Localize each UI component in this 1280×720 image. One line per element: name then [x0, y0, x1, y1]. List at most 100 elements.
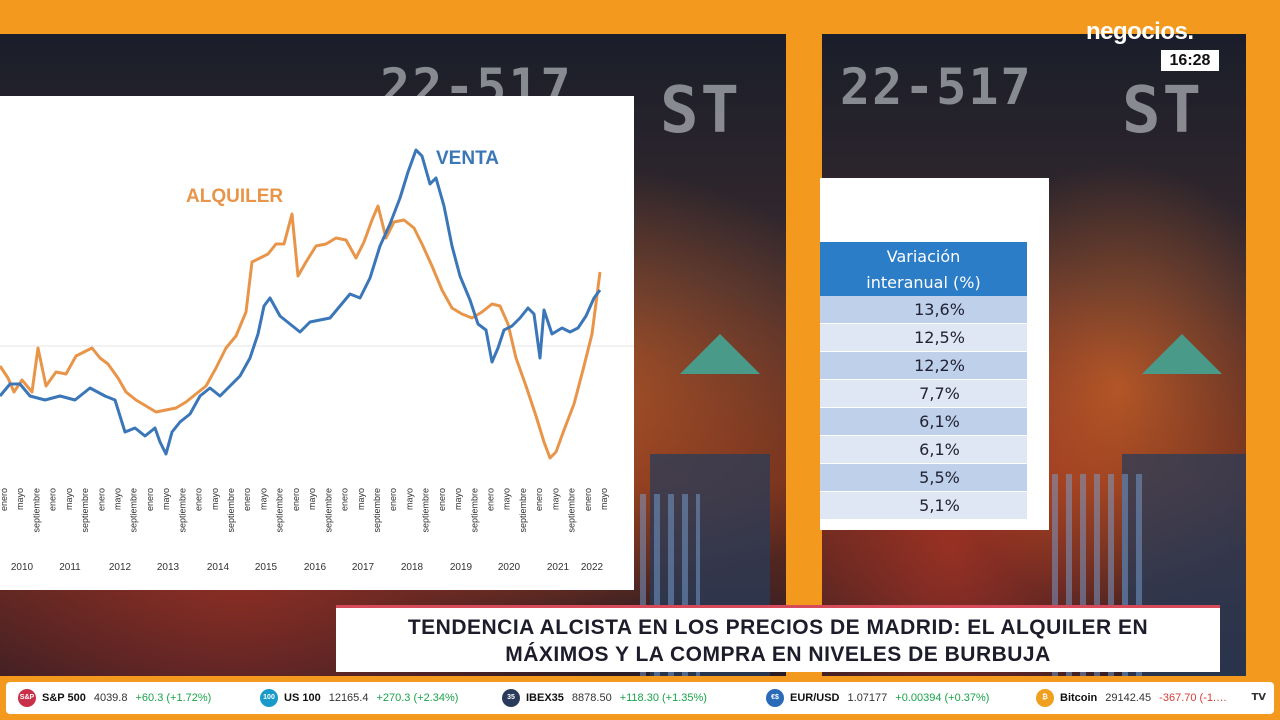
- x-tick-label: septiembre: [372, 488, 382, 533]
- variation-table-row: 5,1%: [852, 492, 1027, 519]
- background-sign-graphic: ST: [660, 74, 742, 148]
- x-tick-label: septiembre: [177, 488, 187, 533]
- ticker-value: 29142.45: [1105, 692, 1152, 704]
- clock: 16:28: [1161, 50, 1219, 71]
- x-tick-label: mayo: [113, 488, 123, 510]
- ticker-symbol-icon: 35: [502, 689, 520, 708]
- year-label: 2014: [207, 562, 230, 573]
- x-tick-label: mayo: [15, 488, 25, 510]
- ticker-change: +118.30 (+1.35%): [619, 692, 707, 704]
- table-row-spacer: [820, 408, 852, 435]
- ticker-change: -367.70 (-1.…: [1159, 692, 1228, 704]
- background-sign-graphic: ST: [1122, 74, 1204, 148]
- ticker-name: IBEX35: [526, 692, 564, 704]
- table-row-spacer: [820, 296, 852, 323]
- year-label: 2020: [498, 562, 521, 573]
- year-label: 2022: [581, 562, 604, 573]
- ticker-value: 1.07177: [847, 692, 888, 704]
- x-tick-label: enero: [194, 488, 204, 511]
- x-tick-label: enero: [534, 488, 544, 511]
- x-tick-label: septiembre: [80, 488, 90, 533]
- tradingview-icon: TV: [1251, 692, 1266, 703]
- x-tick-label: mayo: [258, 488, 268, 510]
- x-tick-label: enero: [48, 488, 58, 511]
- ticker-name: US 100: [284, 692, 321, 704]
- x-tick-label: enero: [583, 488, 593, 511]
- table-row-spacer: [820, 380, 852, 407]
- background-building-roof: [1142, 334, 1222, 374]
- variation-table-row: 12,5%: [852, 324, 1027, 351]
- ticker-item[interactable]: 100 US 100 12165.4 +270.3 (+2.34%): [260, 682, 458, 714]
- background-ticker-graphic: 22-517: [840, 58, 1033, 116]
- x-tick-label: mayo: [210, 488, 220, 510]
- x-tick-label: mayo: [161, 488, 171, 510]
- x-tick-label: enero: [291, 488, 301, 511]
- x-tick-label: septiembre: [518, 488, 528, 533]
- x-tick-label: mayo: [404, 488, 414, 510]
- ticker-value: 8878.50: [571, 692, 612, 704]
- x-tick-label: enero: [388, 488, 398, 511]
- year-label: 2013: [157, 562, 180, 573]
- variation-table-header-line2: interanual (%): [866, 273, 981, 292]
- year-label: 2021: [547, 562, 570, 573]
- x-tick-label: mayo: [599, 488, 609, 510]
- ticker-symbol-icon: €$: [766, 689, 784, 708]
- headline-banner: TENDENCIA ALCISTA EN LOS PRECIOS DE MADR…: [336, 605, 1220, 672]
- year-label: 2019: [450, 562, 473, 573]
- x-tick-label: enero: [96, 488, 106, 511]
- ticker-value: 12165.4: [328, 692, 369, 704]
- x-tick-label: septiembre: [421, 488, 431, 533]
- ticker-item[interactable]: €$ EUR/USD 1.07177 +0.00394 (+0.37%): [766, 682, 989, 714]
- ticker-item[interactable]: 35 IBEX35 8878.50 +118.30 (+1.35%): [502, 682, 707, 714]
- x-tick-label: enero: [340, 488, 350, 511]
- table-row-spacer: [820, 436, 852, 463]
- variation-table-row: 7,7%: [852, 380, 1027, 407]
- year-label: 2018: [401, 562, 424, 573]
- x-tick-label: mayo: [550, 488, 560, 510]
- ticker-name: Bitcoin: [1060, 692, 1098, 704]
- variation-table: Variación interanual (%) 13,6% 12,5% 12,2%…: [820, 178, 1049, 530]
- venta-series-line: [0, 148, 602, 456]
- ticker-symbol-icon: 100: [260, 689, 278, 708]
- x-tick-label: mayo: [307, 488, 317, 510]
- ticker-value: 4039.8: [93, 692, 128, 704]
- ticker-change: +0.00394 (+0.37%): [895, 692, 990, 704]
- table-row-spacer: [820, 464, 852, 491]
- negocios-logo: negocios.: [1086, 18, 1194, 45]
- headline-line1: TENDENCIA ALCISTA EN LOS PRECIOS DE MADR…: [407, 616, 1149, 639]
- variation-table-row: 13,6%: [852, 296, 1027, 323]
- year-label: 2012: [109, 562, 132, 573]
- x-tick-label: mayo: [502, 488, 512, 510]
- year-label: 2011: [59, 562, 81, 573]
- variation-table-header: Variación interanual (%): [820, 242, 1027, 298]
- ticker-item[interactable]: S&P S&P 500 4039.8 +60.3 (+1.72%): [18, 682, 211, 714]
- market-ticker: TV S&P S&P 500 4039.8 +60.3 (+1.72%) 100 US 1…: [0, 678, 1280, 720]
- x-tick-label: enero: [145, 488, 155, 511]
- variation-table-row: 6,1%: [852, 436, 1027, 463]
- ticker-name: S&P 500: [42, 692, 86, 704]
- x-tick-label: mayo: [453, 488, 463, 510]
- venta-series-label: VENTA: [436, 148, 499, 169]
- variation-table-row: 5,5%: [852, 464, 1027, 491]
- ticker-item[interactable]: ₿ Bitcoin 29142.45 -367.70 (-1.…: [1036, 682, 1227, 714]
- price-chart-svg: VENTA ALQUILER enero mayo septiembre enero may…: [0, 148, 634, 573]
- alquiler-series-label: ALQUILER: [186, 186, 283, 207]
- headline-line2: MÁXIMOS Y LA COMPRA EN NIVELES DE BURBUJ…: [505, 643, 1051, 666]
- ticker-symbol-icon: ₿: [1036, 689, 1054, 708]
- year-label: 2017: [352, 562, 375, 573]
- x-tick-label: enero: [0, 488, 9, 511]
- variation-table-row: 12,2%: [852, 352, 1027, 379]
- x-tick-label: enero: [437, 488, 447, 511]
- year-label: 2016: [304, 562, 327, 573]
- ticker-change: +270.3 (+2.34%): [376, 692, 459, 704]
- x-tick-label: septiembre: [129, 488, 139, 533]
- x-tick-label: septiembre: [567, 488, 577, 533]
- table-row-spacer: [820, 352, 852, 379]
- alquiler-series-line: [0, 204, 602, 460]
- x-tick-label: septiembre: [469, 488, 479, 533]
- table-row-spacer: [820, 324, 852, 351]
- price-chart: VENTA ALQUILER enero mayo septiembre enero may…: [0, 96, 634, 590]
- ticker-symbol-icon: S&P: [18, 689, 36, 708]
- x-tick-label: mayo: [64, 488, 74, 510]
- ticker-change: +60.3 (+1.72%): [135, 692, 212, 704]
